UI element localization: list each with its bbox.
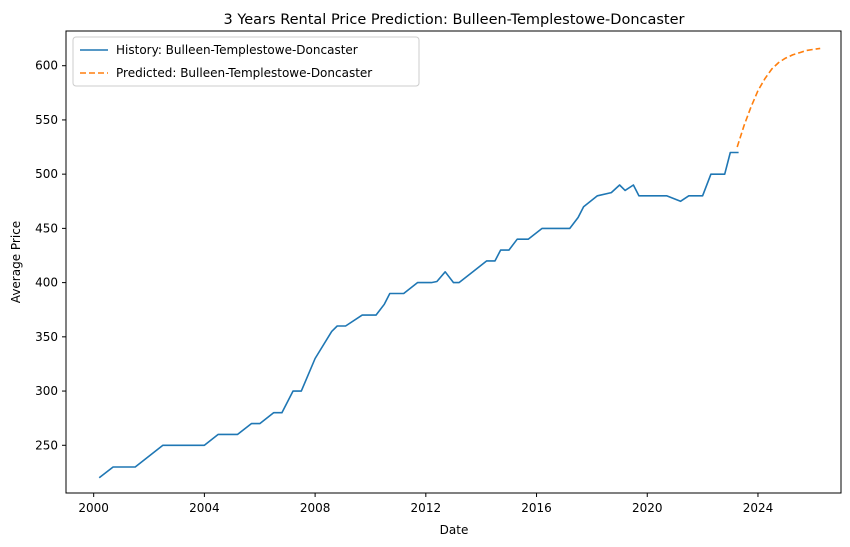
x-tick-label: 2020 bbox=[632, 501, 663, 515]
x-tick-label: 2008 bbox=[300, 501, 331, 515]
y-tick-label: 550 bbox=[35, 113, 58, 127]
plot-border bbox=[65, 30, 842, 494]
series-layer bbox=[98, 47, 821, 479]
y-tick-label: 400 bbox=[35, 276, 58, 290]
series-line-0 bbox=[98, 151, 739, 479]
y-tick-label: 250 bbox=[35, 438, 58, 452]
legend-predicted-label: Predicted: Bulleen-Templestowe-Doncaster bbox=[116, 66, 372, 80]
plot-area bbox=[66, 31, 841, 493]
x-tick-label: 2004 bbox=[189, 501, 220, 515]
legend: History: Bulleen-Templestowe-Doncaster P… bbox=[72, 36, 420, 87]
x-tick-label: 2000 bbox=[78, 501, 109, 515]
x-tick-label: 2016 bbox=[521, 501, 552, 515]
y-tick-label: 450 bbox=[35, 221, 58, 235]
x-axis: 2000 2004 2008 2012 2016 2020 2024 bbox=[78, 493, 773, 515]
x-tick-label: 2024 bbox=[743, 501, 774, 515]
series-line-1 bbox=[736, 47, 821, 148]
legend-box bbox=[72, 36, 420, 87]
chart-title: 3 Years Rental Price Prediction: Bulleen… bbox=[224, 12, 685, 28]
y-tick-label: 500 bbox=[35, 167, 58, 181]
y-tick-label: 600 bbox=[35, 59, 58, 73]
y-tick-label: 350 bbox=[35, 330, 58, 344]
x-axis-label: Date bbox=[440, 523, 469, 537]
y-axis: 250 300 350 400 450 500 550 600 bbox=[35, 59, 66, 452]
legend-history-label: History: Bulleen-Templestowe-Doncaster bbox=[116, 43, 358, 57]
y-tick-label: 300 bbox=[35, 384, 58, 398]
y-axis-label: Average Price bbox=[9, 221, 23, 303]
x-tick-label: 2012 bbox=[411, 501, 442, 515]
